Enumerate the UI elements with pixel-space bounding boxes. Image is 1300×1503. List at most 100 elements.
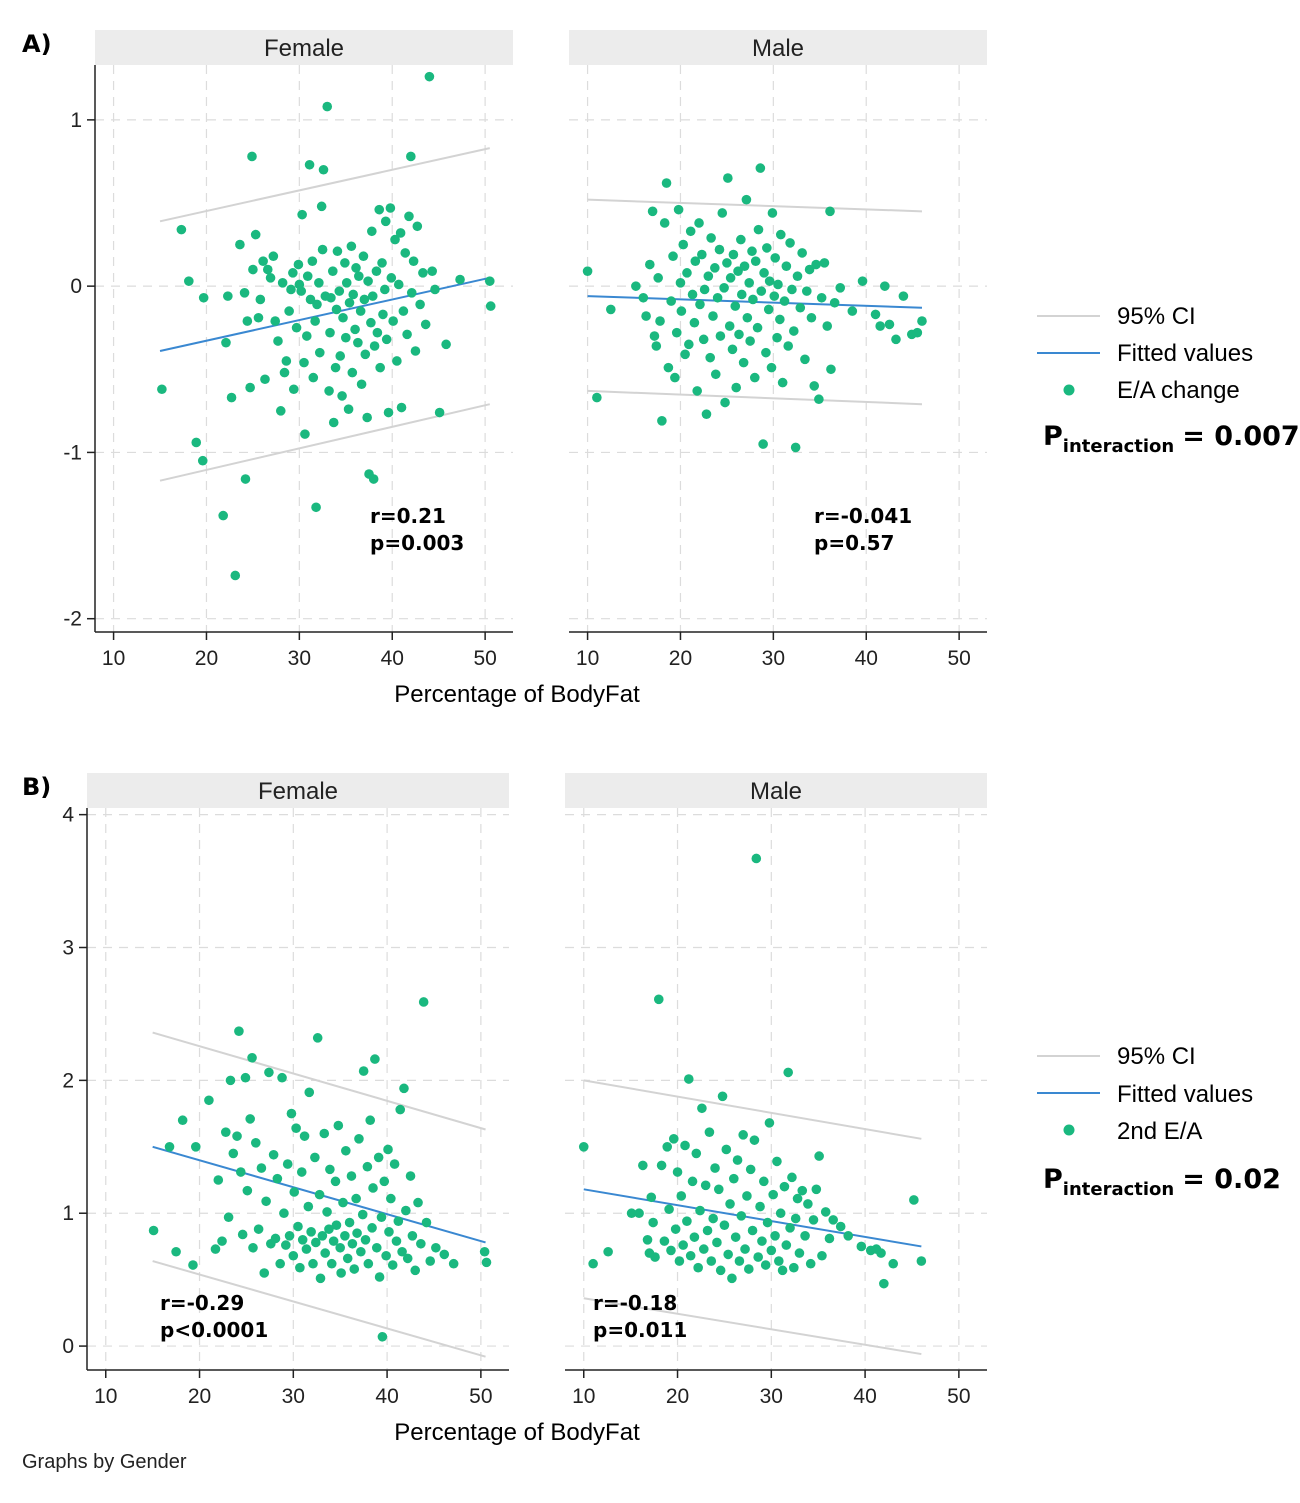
data-point: [666, 296, 676, 306]
data-point: [373, 1152, 384, 1163]
data-point: [666, 1245, 676, 1256]
data-point: [753, 224, 764, 235]
data-point: [742, 1191, 752, 1201]
data-point: [288, 1250, 299, 1261]
data-point: [301, 1244, 312, 1254]
data-point: [682, 1216, 692, 1226]
data-point: [415, 299, 425, 310]
ci-upper-line: [152, 1031, 486, 1131]
x-tick-label: 40: [853, 1385, 876, 1408]
data-point: [400, 248, 411, 258]
y-tick-label: 4: [62, 804, 74, 827]
data-point: [800, 354, 810, 365]
data-point: [304, 1087, 315, 1098]
data-point: [197, 455, 208, 466]
data-point: [781, 261, 792, 271]
gridlines: [95, 65, 513, 632]
data-point: [352, 1228, 362, 1238]
data-point: [820, 1207, 831, 1217]
stat-p: p=0.011: [593, 1318, 687, 1342]
data-point: [303, 1201, 314, 1212]
data-point: [424, 71, 435, 82]
data-point: [879, 1278, 889, 1289]
data-point: [783, 1067, 793, 1078]
data-point: [835, 283, 846, 293]
ci-lower-line: [587, 389, 923, 406]
data-point: [720, 397, 730, 408]
data-point: [354, 271, 364, 281]
data-point: [770, 253, 781, 263]
data-point: [790, 1213, 801, 1224]
data-point: [260, 374, 270, 385]
data-point: [332, 246, 343, 257]
data-point: [690, 256, 701, 267]
data-point: [691, 1148, 702, 1159]
data-point: [338, 1197, 348, 1208]
ci-lower-line: [152, 1260, 486, 1358]
data-point: [819, 258, 830, 268]
data-point: [225, 1075, 236, 1086]
data-point: [724, 321, 735, 331]
data-point: [787, 284, 797, 295]
facet-title: Male: [752, 35, 804, 62]
data-point: [875, 321, 885, 331]
data-point: [218, 510, 228, 521]
data-point: [387, 1260, 398, 1270]
data-point: [191, 437, 202, 448]
x-axis-title: Percentage of BodyFat: [394, 681, 640, 708]
data-point: [775, 314, 785, 325]
data-point: [336, 1268, 346, 1278]
data-point: [331, 304, 342, 315]
data-point: [346, 1171, 357, 1181]
ci-upper-line: [583, 1079, 922, 1140]
data-point: [427, 266, 437, 276]
data-point: [642, 1234, 653, 1245]
data-point: [794, 1248, 805, 1258]
data-point: [708, 1213, 718, 1224]
data-point: [370, 1054, 380, 1064]
data-point: [368, 1183, 378, 1193]
data-point: [730, 1232, 741, 1242]
x-tick-label: 50: [947, 1385, 970, 1408]
data-point: [814, 394, 824, 405]
data-point: [279, 1208, 289, 1219]
x-tick-label: 20: [188, 1385, 211, 1408]
data-point: [383, 1144, 393, 1155]
data-point: [305, 294, 316, 305]
data-point: [764, 1118, 775, 1128]
data-point: [299, 357, 309, 368]
data-point: [367, 291, 378, 301]
legend-point-swatch: [1063, 384, 1075, 396]
data-point: [750, 256, 761, 267]
data-point: [843, 1231, 854, 1241]
data-point: [829, 297, 840, 308]
data-point: [649, 331, 660, 341]
data-point: [248, 264, 258, 275]
data-point: [857, 276, 868, 286]
data-point: [245, 1114, 255, 1124]
data-point: [363, 1258, 374, 1269]
data-point: [760, 1260, 771, 1270]
data-point: [379, 1176, 390, 1187]
data-point: [381, 334, 392, 345]
data-point: [346, 241, 357, 252]
data-point: [322, 1207, 332, 1217]
data-point: [337, 391, 347, 401]
data-point: [310, 316, 320, 326]
p-value: = 0.007: [1182, 421, 1299, 452]
data-point: [682, 268, 692, 278]
data-point: [725, 1199, 735, 1209]
data-point: [898, 291, 909, 301]
data-point: [814, 1151, 824, 1161]
data-point: [314, 1189, 325, 1200]
data-point: [148, 1225, 159, 1236]
data-point: [738, 1130, 748, 1140]
p-value: = 0.02: [1182, 1164, 1281, 1195]
data-point: [221, 337, 231, 348]
data-point: [758, 439, 768, 449]
data-point: [715, 331, 726, 341]
data-point: [749, 372, 760, 383]
data-point: [674, 1256, 685, 1266]
y-tick-label: -2: [63, 608, 82, 631]
